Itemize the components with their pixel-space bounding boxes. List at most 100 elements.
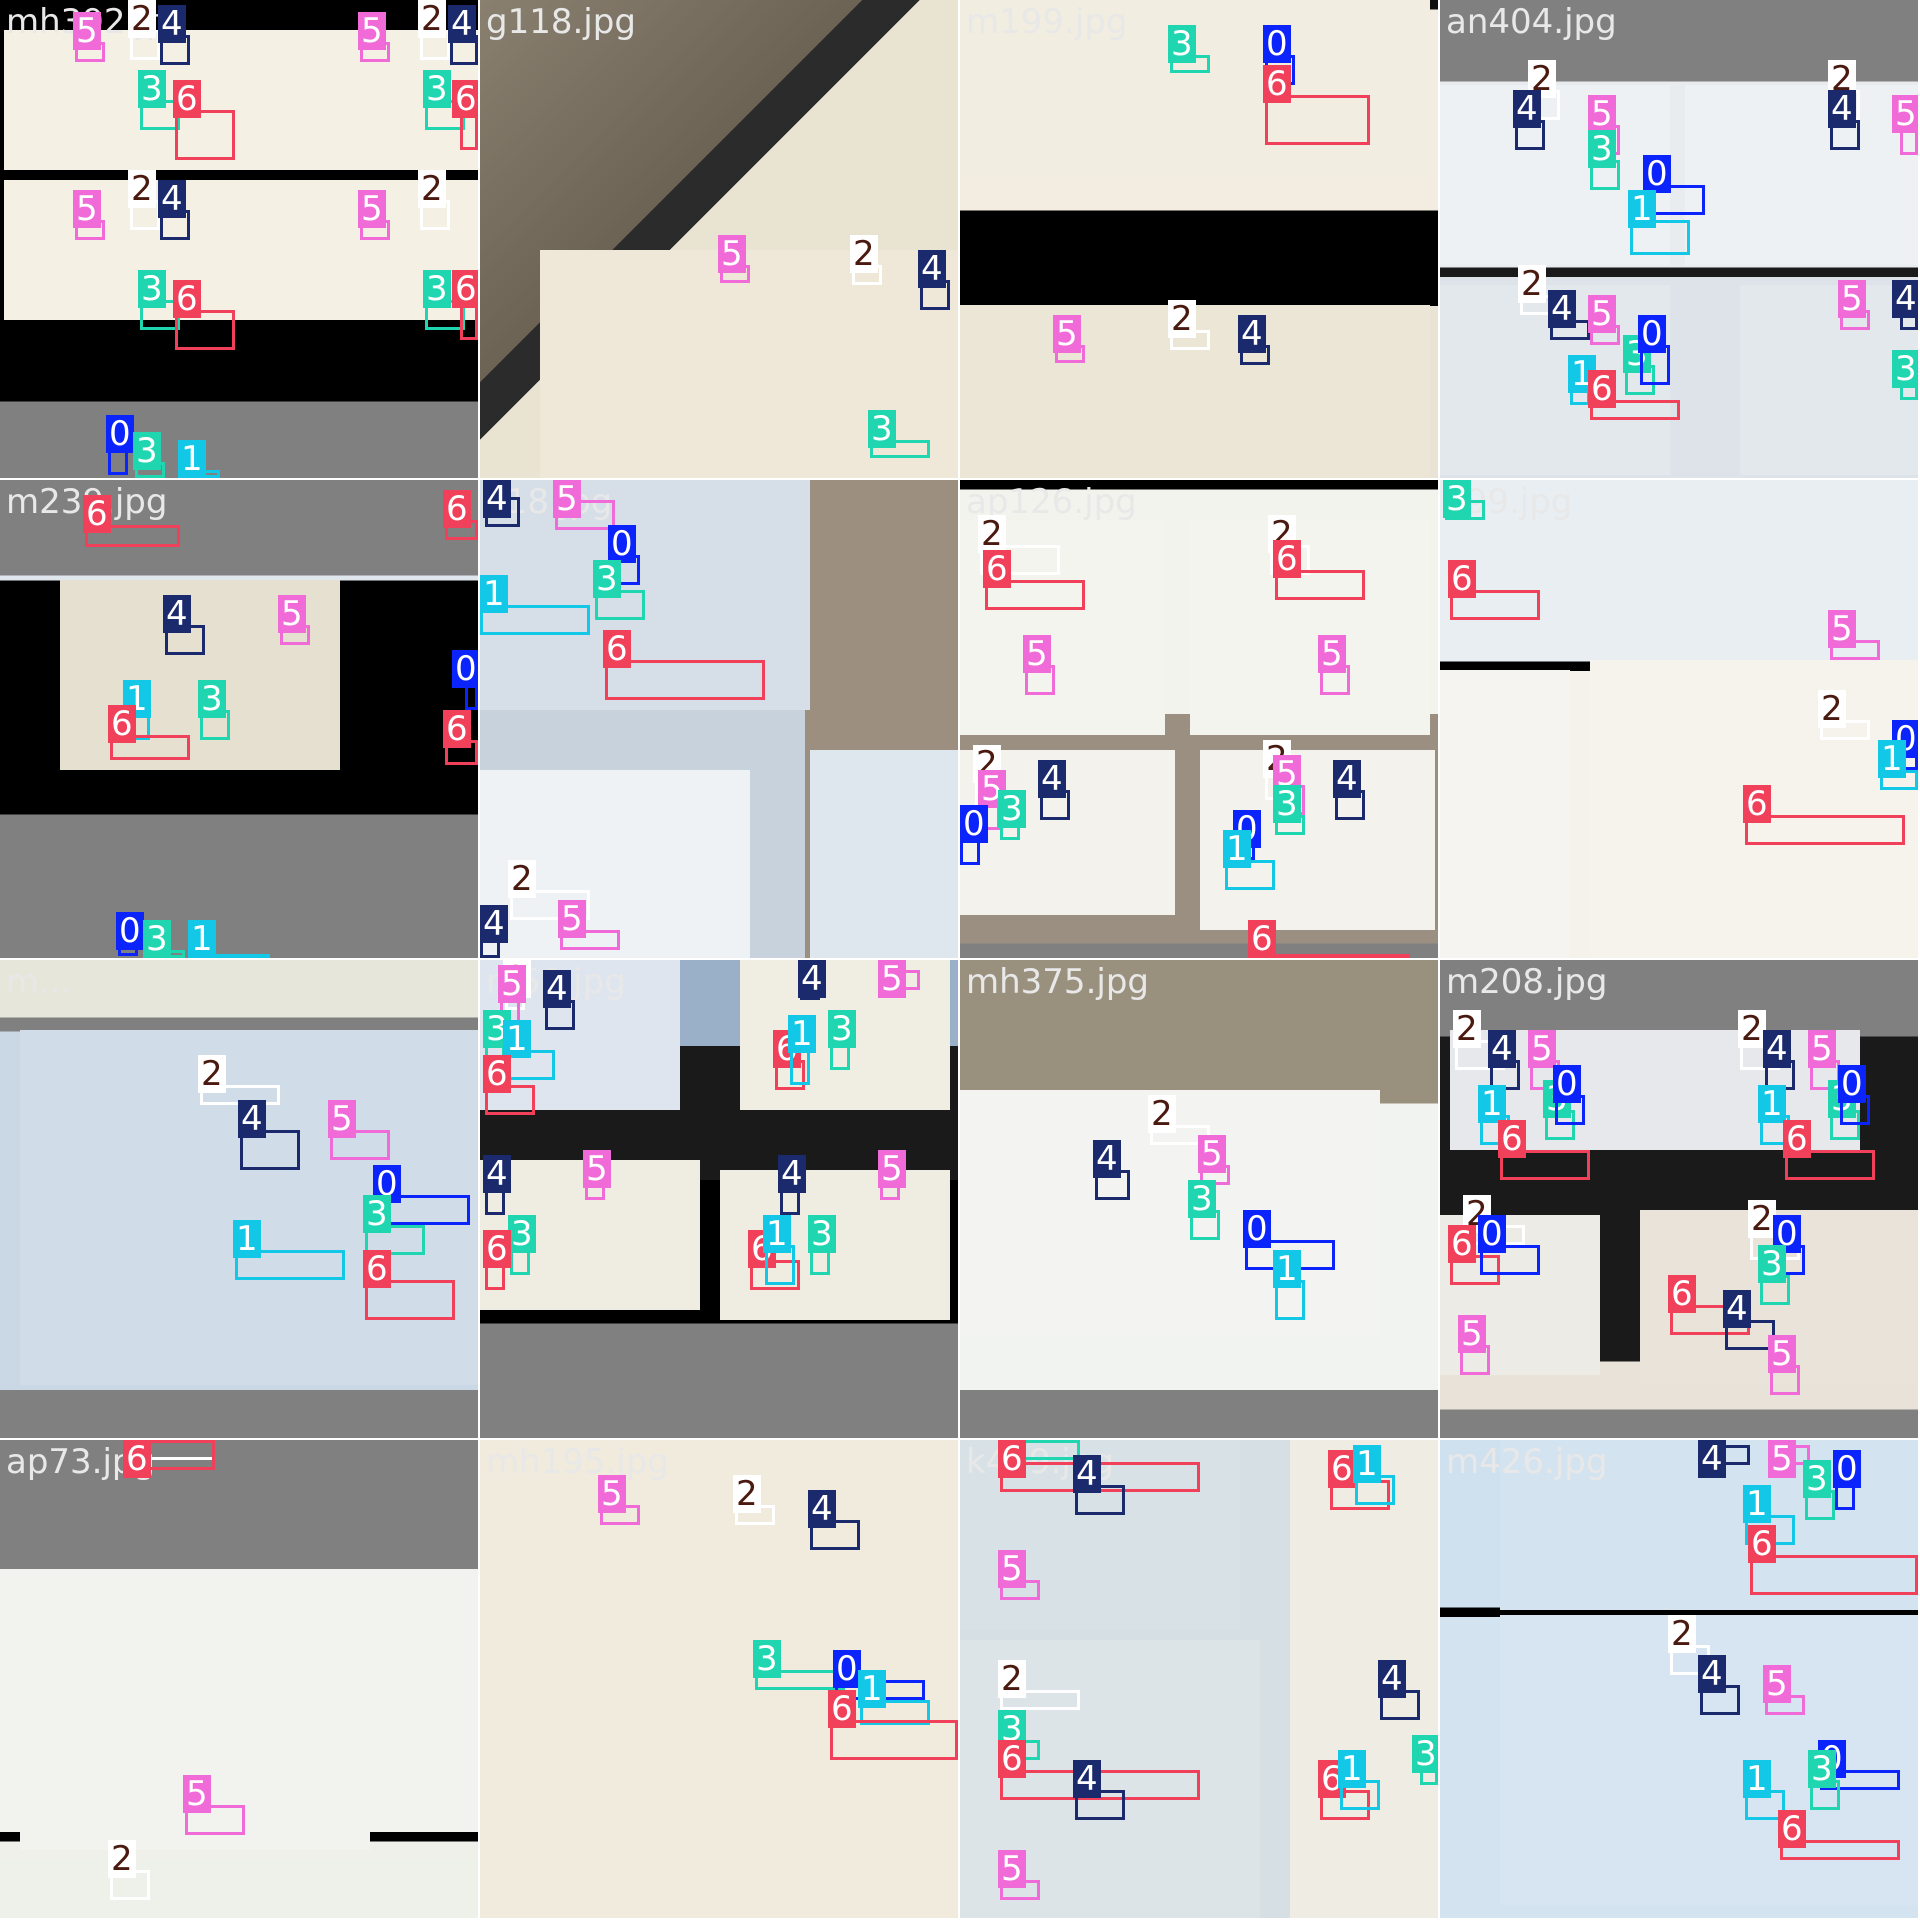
detection-class-label: 5 [328, 1100, 356, 1138]
id-card [810, 750, 958, 958]
detection-class-label: 4 [1513, 90, 1541, 128]
detection-class-label: 3 [1892, 350, 1918, 388]
detection-class-label: 6 [452, 80, 478, 118]
detection-class-label: 5 [278, 595, 306, 633]
detection-box [365, 1280, 455, 1320]
detection-class-label: 6 [83, 495, 111, 533]
detection-box [1000, 1690, 1080, 1710]
detection-class-label: 5 [1768, 1440, 1796, 1478]
detection-class-label: 6 [1273, 540, 1301, 578]
detection-class-label: 4 [1763, 1030, 1791, 1068]
detection-box [830, 1720, 958, 1760]
detection-box [1275, 570, 1365, 600]
detection-box [1500, 1150, 1590, 1180]
detection-class-label: 4 [798, 960, 826, 998]
detection-box [175, 110, 235, 160]
detection-class-label: 3 [138, 270, 166, 308]
detection-class-label: 5 [553, 480, 581, 518]
detection-class-label: 0 [608, 525, 636, 563]
mosaic-tile: mh375.jpg 2 4 5 3 0 1 [960, 960, 1438, 1438]
detection-class-label: 6 [998, 1440, 1026, 1478]
mosaic-tile: m50.jpg25431645613453645613 [480, 960, 958, 1438]
detection-class-label: 4 [778, 1155, 806, 1193]
detection-class-label: 5 [998, 1550, 1026, 1588]
detection-class-label: 6 [483, 1230, 511, 1268]
detection-class-label: 6 [483, 1055, 511, 1093]
detection-class-label: 1 [188, 920, 216, 958]
detection-class-label: 0 [960, 805, 988, 843]
detection-class-label: 0 [833, 1650, 861, 1688]
detection-class-label: 6 [1328, 1450, 1356, 1488]
detection-class-label: 3 [1412, 1735, 1438, 1773]
id-card [0, 1860, 478, 1918]
detection-class-label: 5 [73, 12, 101, 50]
detection-box [110, 735, 190, 760]
detection-class-label: 3 [868, 410, 896, 448]
detection-class-label: 6 [173, 280, 201, 318]
detection-class-label: 0 [1478, 1215, 1506, 1253]
detection-class-label: 0 [1643, 155, 1671, 193]
detection-class-label: 4 [1698, 1655, 1726, 1693]
id-card [20, 1030, 478, 1385]
detection-class-label: 0 [1263, 25, 1291, 63]
tile-filename: mh375.jpg [966, 962, 1149, 1002]
detection-class-label: 2 [1453, 1010, 1481, 1048]
detection-class-label: 6 [123, 1440, 151, 1478]
detection-class-label: 5 [558, 900, 586, 938]
detection-class-label: 1 [503, 1020, 531, 1058]
detection-class-label: 2 [418, 0, 446, 38]
id-card [480, 480, 810, 710]
detection-class-label: 2 [1148, 1095, 1176, 1133]
detection-box [1785, 1150, 1875, 1180]
detection-box [1750, 1555, 1918, 1595]
detection-class-label: 0 [1838, 1065, 1866, 1103]
detection-class-label: 5 [358, 190, 386, 228]
detection-box [365, 1225, 425, 1255]
detection-box [985, 580, 1085, 610]
id-card [1190, 520, 1430, 735]
detection-class-label: 3 [1443, 480, 1471, 518]
mosaic-tile: k18.jpg 4 5 0 3 1 6 2 4 5 [480, 480, 958, 958]
detection-class-label: 2 [850, 235, 878, 273]
mosaic-tile: m426.jpg4503162450316 [1440, 1440, 1918, 1918]
detection-class-label: 5 [583, 1150, 611, 1188]
detection-class-label: 3 [133, 432, 161, 470]
detection-class-label: 2 [998, 1660, 1026, 1698]
detection-class-label: 3 [423, 70, 451, 108]
detection-class-label: 0 [1638, 315, 1666, 353]
detection-class-label: 4 [448, 5, 476, 43]
detection-class-label: 5 [1318, 635, 1346, 673]
detection-box [480, 605, 590, 635]
detection-class-label: 4 [1548, 290, 1576, 328]
mosaic-tile: m... 2 4 5 0 3 1 6 [0, 960, 478, 1438]
detection-class-label: 4 [1378, 1660, 1406, 1698]
detection-class-label: 6 [603, 630, 631, 668]
detection-box [330, 1130, 390, 1160]
detection-class-label: 0 [116, 912, 144, 950]
detection-box [1745, 815, 1905, 845]
mosaic-tile: mh195.jpg 5 2 4 3 0 1 6 [480, 1440, 958, 1918]
detection-class-label: 2 [978, 515, 1006, 553]
detection-box [235, 1250, 345, 1280]
detection-class-label: 5 [1198, 1135, 1226, 1173]
detection-class-label: 3 [1168, 25, 1196, 63]
mosaic-tile: an404.jpg 2 4 5 3 0 1 2 4 5 2 4 5 3 0 1 6 5 4 3 [1440, 0, 1918, 478]
detection-class-label: 0 [1833, 1450, 1861, 1488]
detection-class-label: 1 [1878, 740, 1906, 778]
detection-class-label: 3 [1188, 1180, 1216, 1218]
detection-class-label: 2 [733, 1475, 761, 1513]
detection-class-label: 3 [138, 70, 166, 108]
tile-filename: m426.jpg [1446, 1442, 1608, 1482]
detection-class-label: 3 [423, 270, 451, 308]
detection-class-label: 0 [1243, 1210, 1271, 1248]
detection-box [240, 1130, 300, 1170]
detection-class-label: 4 [158, 5, 186, 43]
detection-class-label: 5 [998, 1850, 1026, 1888]
id-card [4, 30, 254, 170]
detection-class-label: 6 [173, 80, 201, 118]
detection-class-label: 3 [363, 1195, 391, 1233]
detection-box [1630, 220, 1690, 255]
detection-class-label: 4 [1038, 760, 1066, 798]
detection-class-label: 1 [1758, 1085, 1786, 1123]
